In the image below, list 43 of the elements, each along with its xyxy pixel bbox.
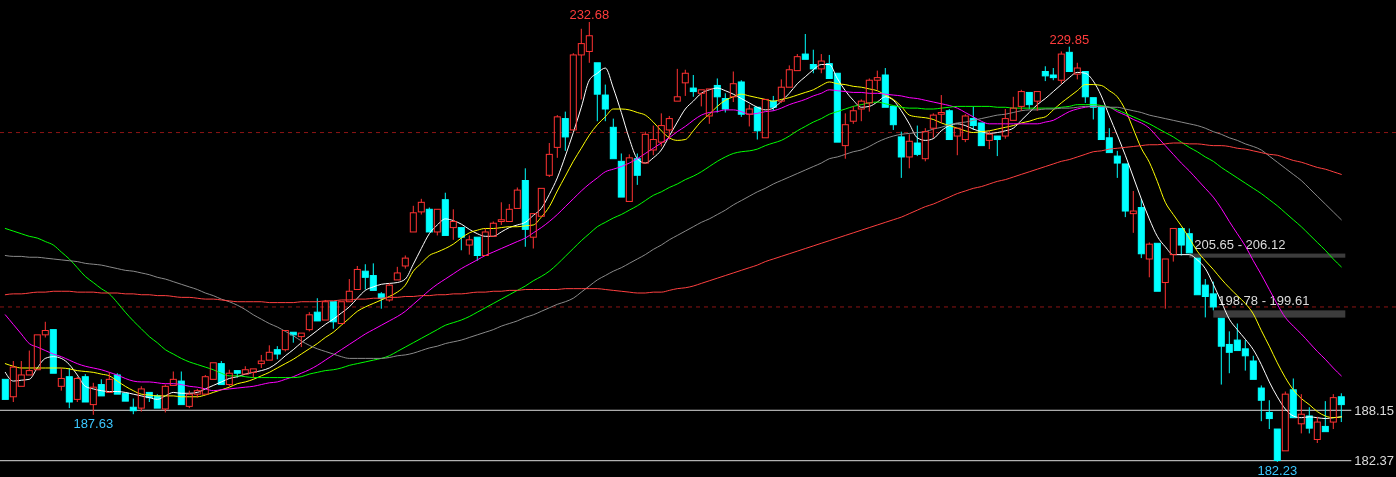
candlestick [673, 68, 681, 102]
candlestick [633, 152, 641, 186]
candlestick [905, 133, 913, 169]
candlestick [841, 112, 849, 160]
candlestick [1169, 227, 1177, 263]
candlestick [329, 301, 337, 330]
candlestick [89, 382, 97, 416]
candlestick [1289, 377, 1297, 419]
candlestick [689, 74, 697, 98]
annotation: 187.63 [73, 415, 114, 431]
candlestick [993, 135, 1001, 157]
candlestick [1145, 241, 1153, 278]
candlestick [1161, 258, 1169, 310]
y-tick-label: 188.15 [1354, 402, 1394, 418]
candlestick [617, 152, 625, 198]
candlestick [1321, 400, 1329, 433]
candlestick [1337, 392, 1345, 423]
candlestick [465, 234, 473, 256]
candlestick [1153, 242, 1161, 292]
candlestick [1129, 190, 1137, 234]
annotation: 182.23 [1257, 462, 1298, 477]
candlestick [1033, 91, 1041, 112]
candlestick [169, 370, 177, 386]
candlestick [57, 367, 65, 392]
candlestick [681, 69, 689, 97]
candlestick [625, 153, 633, 202]
band-label: 205.65 - 206.12 [1194, 236, 1286, 252]
candlestick [353, 265, 361, 291]
candlestick [297, 332, 305, 348]
candlestick [105, 371, 113, 393]
annotation: 229.85 [1049, 31, 1090, 47]
candlestick [1297, 393, 1305, 434]
candlestick [313, 297, 321, 322]
candlestick [449, 208, 457, 241]
candlestick [753, 106, 761, 141]
y-tick-label: 182.37 [1354, 453, 1394, 469]
candlestick [761, 98, 769, 139]
candlestick [1, 378, 9, 400]
annotation: 232.68 [569, 6, 610, 22]
candlestick [729, 71, 737, 103]
candlestick [801, 33, 809, 60]
candlestick [1265, 399, 1273, 430]
candlestick [1273, 428, 1281, 461]
